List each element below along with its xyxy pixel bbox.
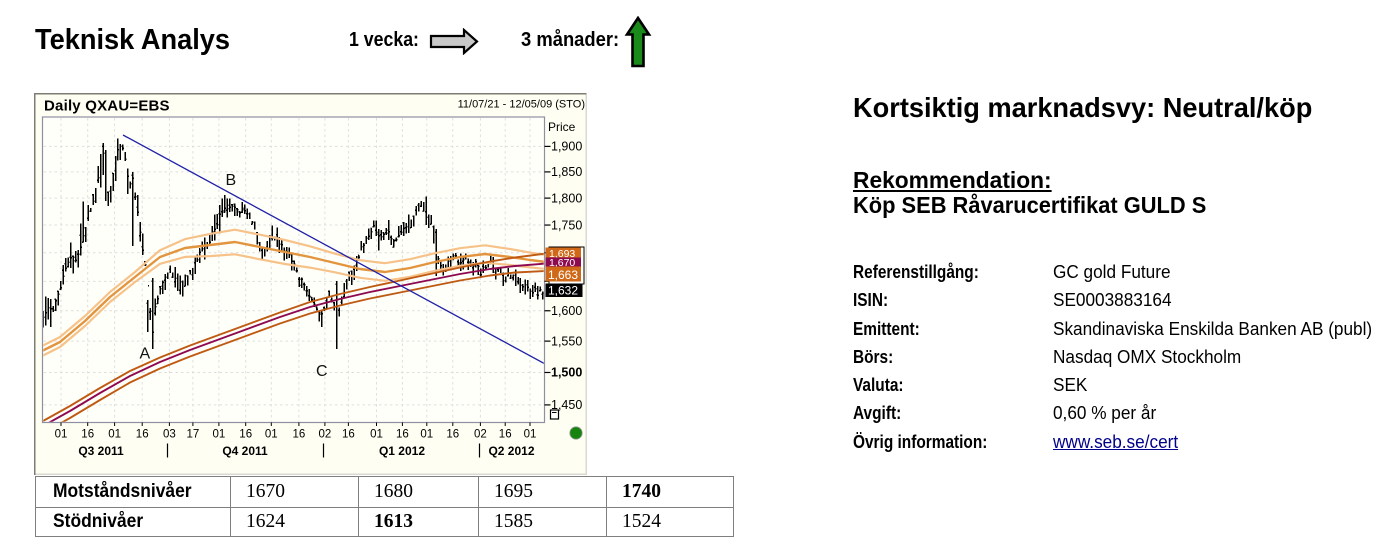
- svg-text:Q4 2011: Q4 2011: [222, 444, 268, 458]
- svg-text:Q3 2011: Q3 2011: [78, 444, 124, 458]
- svg-text:01: 01: [265, 429, 278, 441]
- svg-text:1,670: 1,670: [549, 257, 575, 269]
- svg-text:A: A: [140, 346, 151, 363]
- svg-text:1,632: 1,632: [548, 284, 578, 298]
- svg-text:16: 16: [499, 429, 512, 441]
- svg-text:Daily QXAU=EBS: Daily QXAU=EBS: [44, 98, 170, 115]
- svg-text:1,800: 1,800: [551, 191, 582, 205]
- svg-text:01: 01: [524, 429, 537, 441]
- svg-text:01: 01: [370, 429, 383, 441]
- svg-text:1,550: 1,550: [551, 334, 582, 348]
- svg-text:02: 02: [319, 429, 332, 441]
- svg-text:11/07/21 - 12/05/09 (STO): 11/07/21 - 12/05/09 (STO): [458, 99, 585, 111]
- svg-text:1,850: 1,850: [551, 165, 582, 179]
- svg-text:01: 01: [213, 429, 226, 441]
- svg-text:16: 16: [81, 429, 94, 441]
- svg-text:17: 17: [187, 429, 200, 441]
- svg-text:16: 16: [293, 429, 306, 441]
- svg-text:16: 16: [396, 429, 409, 441]
- svg-text:16: 16: [446, 429, 459, 441]
- svg-text:C: C: [316, 363, 328, 380]
- svg-text:01: 01: [420, 429, 433, 441]
- svg-text:1,600: 1,600: [551, 304, 582, 318]
- svg-text:01: 01: [108, 429, 121, 441]
- svg-text:Q1 2012: Q1 2012: [379, 444, 425, 458]
- svg-text:Price: Price: [548, 120, 576, 134]
- svg-text:16: 16: [239, 429, 252, 441]
- svg-text:16: 16: [342, 429, 355, 441]
- svg-text:1,450: 1,450: [551, 398, 582, 412]
- svg-text:02: 02: [474, 429, 487, 441]
- svg-text:1,663: 1,663: [548, 268, 578, 282]
- svg-text:1,900: 1,900: [551, 140, 582, 154]
- svg-text:03: 03: [163, 429, 176, 441]
- svg-text:1,750: 1,750: [551, 218, 582, 232]
- svg-text:1,500: 1,500: [551, 366, 582, 380]
- svg-text:16: 16: [136, 429, 149, 441]
- svg-text:Q2 2012: Q2 2012: [488, 444, 534, 458]
- svg-text:01: 01: [55, 429, 68, 441]
- svg-text:B: B: [226, 172, 237, 189]
- svg-text:1,693: 1,693: [549, 248, 575, 260]
